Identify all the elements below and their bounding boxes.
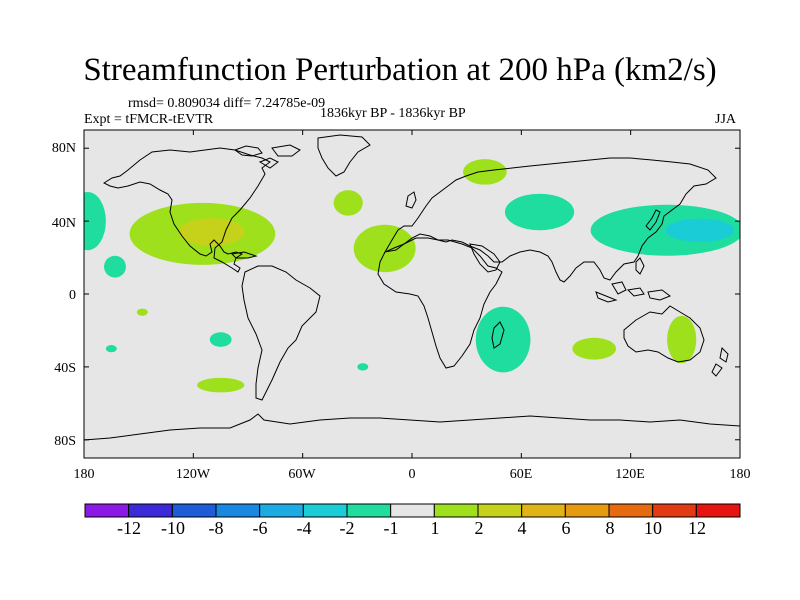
colorbar-label: -2 [339, 518, 355, 538]
anomaly-region [357, 363, 369, 371]
season-label: JJA [715, 112, 737, 127]
colorbar-label: 6 [561, 518, 571, 538]
colorbar-swatch [608, 503, 654, 518]
colorbar-swatch [346, 503, 392, 518]
colorbar-label: 1 [430, 518, 440, 538]
colorbar-swatch [84, 503, 130, 518]
anomaly-region [196, 377, 245, 393]
anomaly-peak [665, 218, 735, 242]
colorbar-swatch [171, 503, 217, 518]
coastline-japan [645, 209, 661, 231]
lat-label-40n: 40N [51, 216, 76, 231]
colorbar [84, 503, 741, 518]
colorbar-swatch [259, 503, 304, 518]
anomaly-region [104, 255, 126, 278]
colorbar-label: -12 [117, 518, 141, 538]
anomaly-region [136, 308, 148, 316]
colorbar-label: -10 [161, 518, 185, 538]
coastline-eurasia [384, 157, 717, 283]
coastline-indonesia [595, 281, 672, 303]
experiment-label: Expt = tFMCR-tEVTR [84, 112, 214, 127]
lon-label-180w: 180 [73, 467, 95, 482]
lon-label-0: 0 [408, 467, 416, 482]
lon-label-60w: 60W [288, 467, 316, 482]
coastline-uk [405, 191, 417, 209]
colorbar-label: 8 [605, 518, 615, 538]
coastline-greenland [317, 134, 371, 177]
colorbar-swatch [564, 503, 610, 518]
coastline-south-america [241, 265, 321, 401]
period-label: 1836kyr BP - 1836kyr BP [320, 106, 466, 121]
anomaly-region [667, 315, 697, 364]
coastline-philippines [635, 257, 645, 275]
colorbar-label: 4 [517, 518, 527, 538]
coastline-cuba [230, 251, 258, 259]
colorbar-swatch [695, 503, 741, 518]
stats-text: rmsd= 0.809034 diff= 7.24785e-09 [128, 96, 326, 111]
colorbar-swatch [128, 503, 173, 518]
anomaly-region [105, 345, 117, 353]
page-title: Streamfunction Perturbation at 200 hPa (… [83, 52, 717, 88]
anomaly-region [590, 204, 740, 256]
colorbar-label: -8 [208, 518, 224, 538]
anomaly-region [353, 224, 416, 273]
colorbar-label: -6 [252, 518, 268, 538]
lon-label-60e: 60E [509, 467, 533, 482]
colorbar-label: -4 [296, 518, 312, 538]
anomaly-region [504, 193, 575, 231]
axis-ticks [83, 130, 741, 458]
lat-label-80n: 80N [51, 141, 76, 156]
colorbar-swatch [433, 503, 479, 518]
anomaly-region [463, 159, 507, 185]
coastline-madagascar [491, 321, 505, 349]
colorbar-swatch [521, 503, 566, 518]
colorbar-swatch [215, 503, 261, 518]
lon-label-120w: 120W [175, 467, 211, 482]
lat-label-80s: 80S [54, 434, 76, 449]
coastline-arctic-islands [233, 144, 301, 169]
colorbar-swatch [302, 503, 348, 518]
anomaly-region [333, 190, 363, 216]
anomaly-region [209, 332, 232, 347]
colorbar-swatch [477, 503, 523, 518]
coastline-north-america [102, 147, 271, 273]
colorbar-label: 10 [644, 518, 662, 538]
coastline-new-zealand [711, 346, 729, 377]
anomaly-region [475, 306, 531, 373]
coastline-arabia [469, 243, 501, 273]
anomaly-region [84, 191, 106, 251]
lon-label-120e: 120E [615, 467, 645, 482]
colorbar-label: 12 [688, 518, 706, 538]
colorbar-label: -1 [383, 518, 399, 538]
coastline-antarctica [84, 413, 740, 441]
anomaly-region [572, 337, 617, 360]
lon-label-180e: 180 [729, 467, 751, 482]
lat-label-40s: 40S [54, 361, 76, 376]
colorbar-swatch [390, 503, 435, 518]
colorbar-swatch [652, 503, 697, 518]
coastline-africa [377, 237, 503, 369]
anomaly-layer [84, 159, 740, 393]
coastline-australia [623, 305, 705, 363]
colorbar-label: 2 [474, 518, 484, 538]
lat-label-0: 0 [69, 288, 76, 303]
coastline-layer [84, 134, 740, 441]
